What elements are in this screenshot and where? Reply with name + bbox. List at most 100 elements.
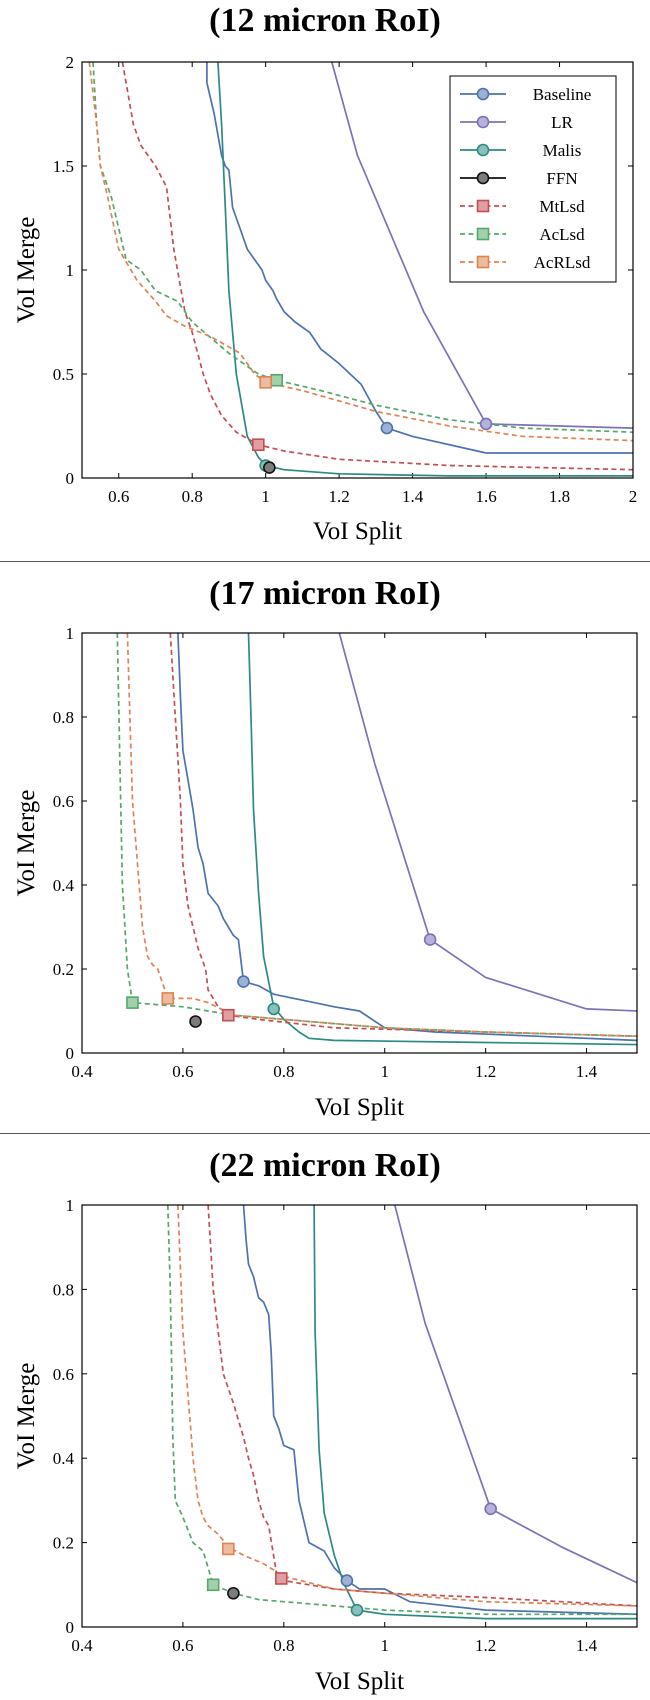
series-group xyxy=(116,633,637,1046)
plot-frame xyxy=(81,632,638,1054)
y-tick-label: 1 xyxy=(66,624,75,643)
y-tick-label: 0.4 xyxy=(53,876,75,895)
x-tick-label: 1.4 xyxy=(576,1636,598,1655)
series-line-aclsd xyxy=(116,633,637,1038)
legend-label-baseline: Baseline xyxy=(533,85,592,104)
chart-12-micron: 0.6 0.8 1 1.2 1.4 1.6 1.8 2 0 0.5 1 1.5 2 VoI Split Vo… xyxy=(13,53,638,545)
x-tick-label: 1.4 xyxy=(576,1062,598,1081)
x-tick-label: 2 xyxy=(629,487,638,506)
y-tick-label: 0 xyxy=(66,1044,75,1063)
series-marker-aclsd xyxy=(126,996,139,1009)
legend-marker-baseline xyxy=(476,87,490,101)
legend-label-ffn: FFN xyxy=(546,169,577,188)
y-tick-label: 0.6 xyxy=(53,792,74,811)
legend-marker-aclsd xyxy=(476,227,490,241)
series-line-lr xyxy=(393,1205,637,1584)
x-tick-label: 0.4 xyxy=(71,1062,93,1081)
y-tick-label: 0.4 xyxy=(53,1449,75,1468)
series-marker-mtlsd xyxy=(222,1008,235,1022)
series-marker-malis xyxy=(267,1002,281,1016)
series-marker-acrlsd xyxy=(222,1542,235,1556)
x-tick-label: 1 xyxy=(261,487,270,506)
x-axis-label: VoI Split xyxy=(315,1094,404,1121)
series-line-lr xyxy=(330,62,633,429)
series-line-malis xyxy=(313,1205,637,1620)
series-line-lr xyxy=(338,633,637,1012)
series-line-malis xyxy=(247,633,637,1046)
legend-marker-lr xyxy=(476,115,490,129)
series-line-acrlsd xyxy=(88,62,633,442)
x-tick-label: 0.8 xyxy=(273,1636,294,1655)
y-tick-label: 1 xyxy=(66,261,75,280)
series-marker-lr xyxy=(423,933,437,946)
x-tick-label: 0.4 xyxy=(71,1636,93,1655)
legend-marker-mtlsd xyxy=(476,199,490,213)
legend-label-malis: Malis xyxy=(543,141,582,160)
series-marker-acrlsd xyxy=(161,992,175,1005)
chart-title-17: (17 micron RoI) xyxy=(209,575,441,612)
legend-label-acrlsd: AcRLsd xyxy=(534,253,591,272)
y-tick-label: 0 xyxy=(66,1618,75,1637)
x-tick-label: 1.2 xyxy=(329,487,350,506)
y-tick-label: 0.2 xyxy=(53,960,74,979)
y-tick-label: 0.6 xyxy=(53,1365,74,1384)
x-axis-label: VoI Split xyxy=(313,518,402,545)
series-marker-ffn xyxy=(227,1586,240,1600)
series-marker-ffn xyxy=(263,461,276,474)
y-axis-label: VoI Merge xyxy=(13,1363,40,1470)
series-group xyxy=(166,1205,637,1620)
x-tick-label: 0.6 xyxy=(108,487,129,506)
x-tick-label: 1.2 xyxy=(475,1062,496,1081)
series-line-mtlsd xyxy=(121,62,633,471)
series-line-baseline xyxy=(177,633,637,1042)
x-tick-label: 0.8 xyxy=(273,1062,294,1081)
series-marker-malis xyxy=(350,1603,364,1617)
x-tick-label: 1.6 xyxy=(475,487,496,506)
series-marker-baseline xyxy=(380,421,394,435)
series-marker-lr xyxy=(479,417,493,431)
series-marker-ffn xyxy=(189,1015,202,1028)
y-axis-label: VoI Merge xyxy=(13,790,40,897)
x-tick-label: 1 xyxy=(380,1062,389,1081)
series-marker-lr xyxy=(484,1502,497,1516)
x-tick-label: 0.6 xyxy=(172,1062,193,1081)
series-line-baseline xyxy=(242,1205,637,1616)
series-marker-baseline xyxy=(237,975,250,988)
legend-label-mtlsd: MtLsd xyxy=(539,197,585,216)
series-line-aclsd xyxy=(166,1205,637,1616)
series-marker-mtlsd xyxy=(274,1572,288,1585)
series-line-mtlsd xyxy=(169,633,637,1038)
series-marker-aclsd xyxy=(270,373,283,387)
series-marker-mtlsd xyxy=(252,438,265,452)
x-tick-label: 1 xyxy=(380,1636,389,1655)
series-group xyxy=(88,62,633,477)
y-axis-label: VoI Merge xyxy=(13,217,40,324)
chart-22-micron: 0.4 0.6 0.8 1 1.2 1.4 0 0.2 0.4 0.6 0.8 1 VoI Split V… xyxy=(13,1196,638,1695)
y-tick-label: 0.8 xyxy=(53,1280,74,1299)
series-line-acrlsd xyxy=(177,1205,637,1607)
y-tick-label: 0.5 xyxy=(53,365,74,384)
series-marker-aclsd xyxy=(206,1578,220,1592)
series-line-acrlsd xyxy=(126,633,637,1038)
y-tick-label: 1.5 xyxy=(53,157,74,176)
x-tick-label: 0.6 xyxy=(172,1636,193,1655)
chart-17-micron: 0.4 0.6 0.8 1 1.2 1.4 0 0.2 0.4 0.6 0.8 1 VoI Split V… xyxy=(13,624,638,1121)
legend-label-aclsd: AcLsd xyxy=(539,225,585,244)
panel-divider xyxy=(0,1133,650,1134)
plot-frame xyxy=(81,61,634,479)
series-line-aclsd xyxy=(92,62,633,434)
y-tick-label: 0.2 xyxy=(53,1534,74,1553)
x-axis-label: VoI Split xyxy=(315,1668,404,1695)
plot-frame xyxy=(81,1204,638,1628)
x-tick-label: 1.2 xyxy=(475,1636,496,1655)
series-marker-acrlsd xyxy=(259,376,272,389)
y-tick-label: 0 xyxy=(66,469,75,488)
x-tick-label: 0.8 xyxy=(182,487,203,506)
y-tick-label: 0.8 xyxy=(53,708,74,727)
panel-divider xyxy=(0,561,650,562)
legend-marker-acrlsd xyxy=(476,255,490,269)
y-tick-label: 1 xyxy=(66,1196,75,1215)
series-marker-baseline xyxy=(340,1574,354,1587)
y-tick-label: 2 xyxy=(66,53,75,72)
legend-box xyxy=(449,75,617,283)
